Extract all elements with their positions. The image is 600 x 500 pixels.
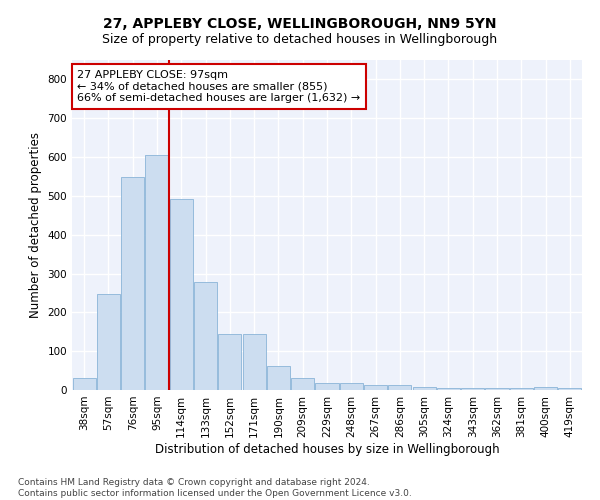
Bar bbox=[194, 282, 217, 390]
Bar bbox=[291, 378, 314, 390]
Bar bbox=[364, 386, 387, 390]
Bar bbox=[485, 388, 509, 390]
Bar bbox=[340, 383, 363, 390]
Bar bbox=[461, 388, 484, 390]
Bar bbox=[145, 154, 169, 390]
Bar bbox=[534, 387, 557, 390]
Bar bbox=[437, 388, 460, 390]
Bar bbox=[316, 383, 338, 390]
Y-axis label: Number of detached properties: Number of detached properties bbox=[29, 132, 42, 318]
Bar bbox=[267, 366, 290, 390]
X-axis label: Distribution of detached houses by size in Wellingborough: Distribution of detached houses by size … bbox=[155, 442, 499, 456]
Bar bbox=[510, 388, 533, 390]
Bar bbox=[97, 294, 120, 390]
Bar bbox=[559, 388, 581, 390]
Text: Contains HM Land Registry data © Crown copyright and database right 2024.
Contai: Contains HM Land Registry data © Crown c… bbox=[18, 478, 412, 498]
Bar bbox=[170, 198, 193, 390]
Bar bbox=[121, 177, 144, 390]
Bar bbox=[218, 334, 241, 390]
Text: 27 APPLEBY CLOSE: 97sqm
← 34% of detached houses are smaller (855)
66% of semi-d: 27 APPLEBY CLOSE: 97sqm ← 34% of detache… bbox=[77, 70, 361, 103]
Bar bbox=[388, 386, 412, 390]
Bar bbox=[73, 378, 95, 390]
Bar bbox=[413, 387, 436, 390]
Bar bbox=[242, 334, 266, 390]
Text: 27, APPLEBY CLOSE, WELLINGBOROUGH, NN9 5YN: 27, APPLEBY CLOSE, WELLINGBOROUGH, NN9 5… bbox=[103, 18, 497, 32]
Text: Size of property relative to detached houses in Wellingborough: Size of property relative to detached ho… bbox=[103, 32, 497, 46]
